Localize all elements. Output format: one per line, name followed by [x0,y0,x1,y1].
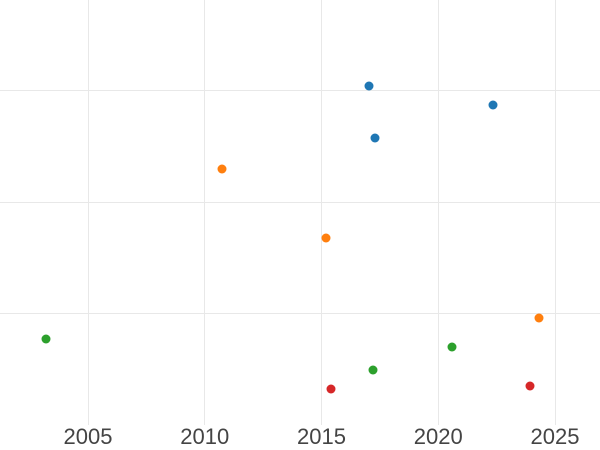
data-point-orange [217,164,227,174]
data-point-green [41,334,51,344]
x-axis-tick-label: 2005 [63,424,113,449]
data-point-blue [370,133,380,143]
horizontal-gridline [0,313,600,314]
data-point-green [447,342,457,352]
vertical-gridline [204,0,206,425]
data-point-orange [534,313,544,323]
x-axis-tick-label: 2020 [413,424,463,449]
x-axis-tick-label: 2010 [180,424,230,449]
data-point-orange [321,233,331,243]
data-point-red [525,381,535,391]
data-point-blue [364,81,374,91]
x-axis-tick-label: 2015 [297,424,346,449]
data-point-blue [488,100,498,110]
vertical-gridline [437,0,439,425]
horizontal-gridline [0,90,600,91]
data-point-green [368,365,378,375]
x-axis-tick-label: 2025 [530,424,580,449]
vertical-gridline [554,0,556,425]
vertical-gridline [321,0,322,425]
horizontal-gridline [0,201,600,203]
vertical-gridline [87,0,89,425]
data-point-red [326,384,336,394]
